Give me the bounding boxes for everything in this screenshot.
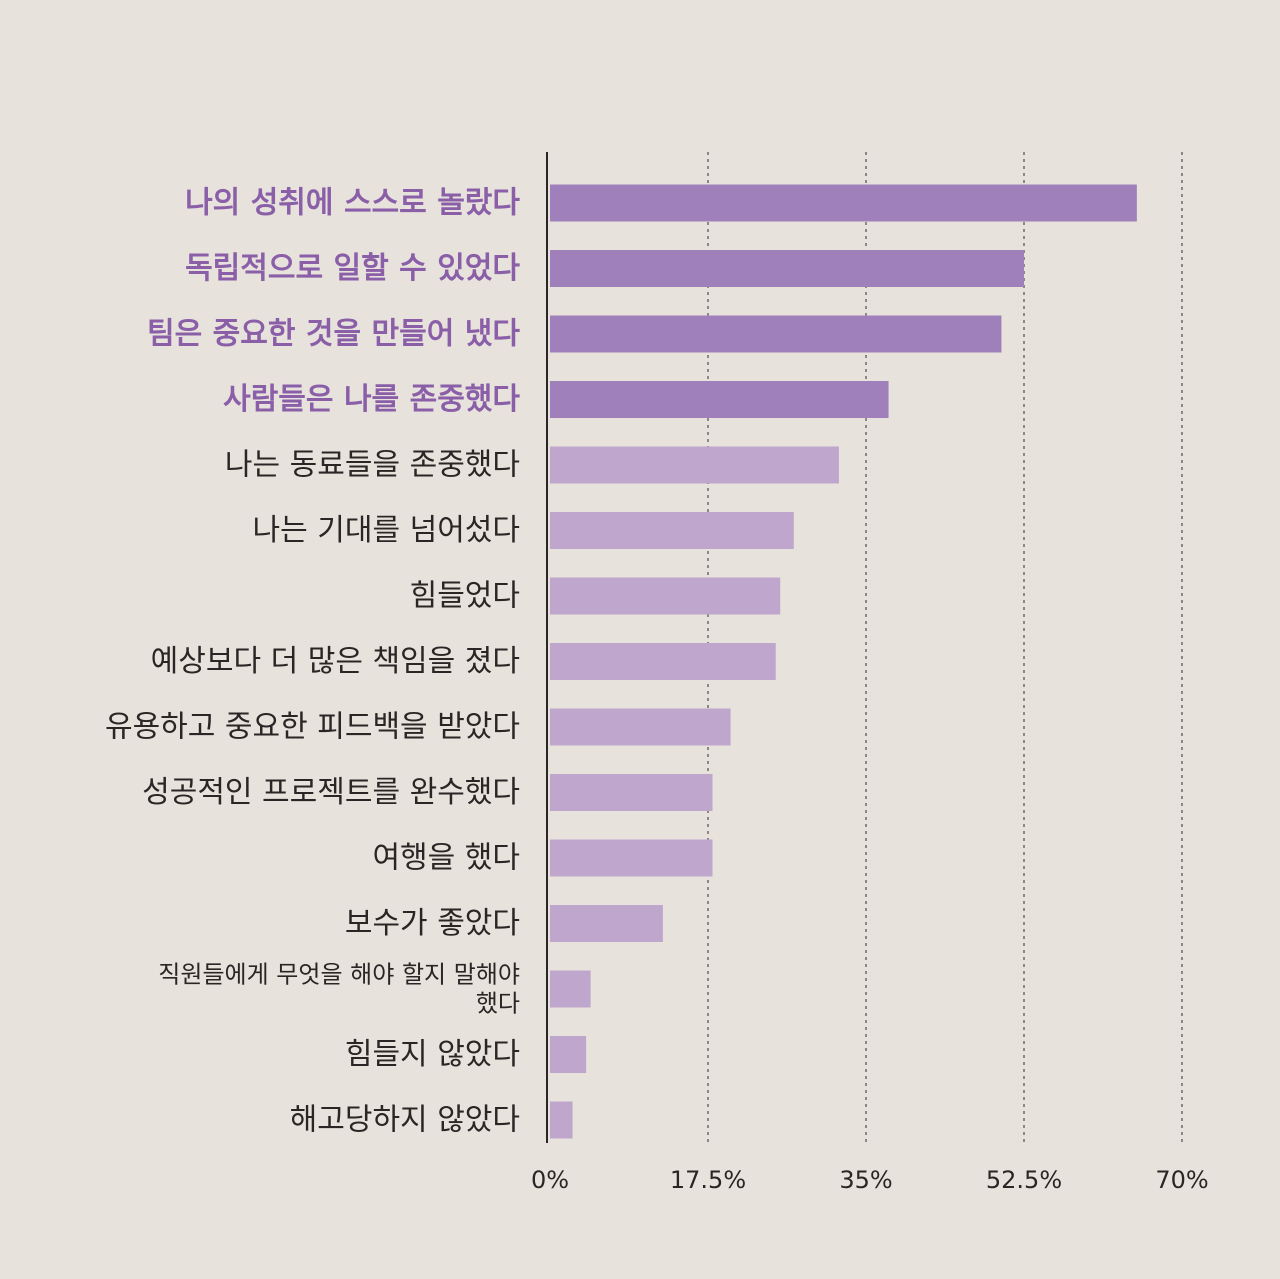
bar xyxy=(550,905,663,942)
x-tick-label: 70% xyxy=(1155,1166,1208,1194)
bars xyxy=(550,184,1137,1139)
category-label: 힘들지 않았다 xyxy=(345,1037,520,1072)
category-label: 나의 성취에 스스로 놀랐다 xyxy=(185,186,520,221)
x-tick-label: 0% xyxy=(531,1166,569,1194)
category-label: 직원들에게 무엇을 해야 할지 말해야 했다 xyxy=(158,961,520,1018)
bar xyxy=(550,446,839,484)
bar xyxy=(550,512,794,549)
category-label: 팀은 중요한 것을 만들어 냈다 xyxy=(147,317,520,352)
bar xyxy=(550,1101,573,1139)
bar xyxy=(550,315,1002,353)
category-label: 해고당하지 않았다 xyxy=(290,1103,520,1138)
category-label: 나는 기대를 넘어섰다 xyxy=(253,513,520,548)
bar xyxy=(550,381,889,418)
category-label: 나는 동료들을 존중했다 xyxy=(225,448,520,483)
category-label: 독립적으로 일할 수 있었다 xyxy=(185,251,520,286)
category-label: 보수가 좋았다 xyxy=(345,906,520,941)
grid-lines xyxy=(707,152,1183,1143)
x-tick-label: 52.5% xyxy=(986,1166,1062,1194)
category-label: 여행을 했다 xyxy=(372,841,520,876)
category-label: 유용하고 중요한 피드백을 받았다 xyxy=(105,710,520,745)
bar xyxy=(550,774,713,811)
bar xyxy=(550,250,1024,287)
x-tick-label: 17.5% xyxy=(670,1166,746,1194)
category-label: 성공적인 프로젝트를 완수했다 xyxy=(142,775,520,810)
category-label: 사람들은 나를 존중했다 xyxy=(223,382,520,417)
x-tick-label: 35% xyxy=(839,1166,892,1194)
bar xyxy=(550,1036,587,1073)
bar xyxy=(550,970,591,1008)
category-label: 예상보다 더 많은 책임을 졌다 xyxy=(151,644,520,679)
bar xyxy=(550,643,776,680)
x-tick-labels: 0% 17.5% 35% 52.5% 70% xyxy=(531,1166,1209,1194)
bar xyxy=(550,708,731,746)
bar xyxy=(550,839,713,877)
bar xyxy=(550,577,781,615)
category-label: 힘들었다 xyxy=(410,579,520,614)
bar xyxy=(550,184,1137,222)
